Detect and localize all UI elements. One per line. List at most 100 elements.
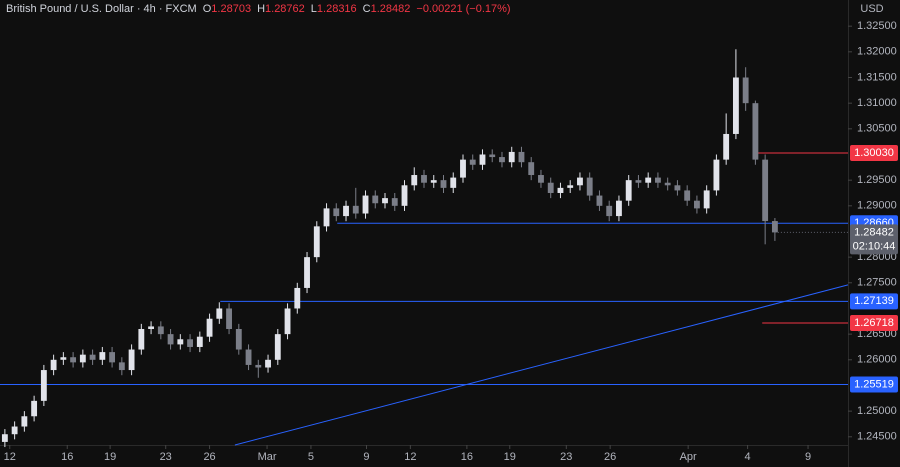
candle-body — [196, 336, 203, 347]
candle-body — [703, 190, 710, 209]
x-tick-label: 5 — [308, 451, 314, 463]
candle-body — [693, 200, 700, 209]
x-tick-label: 9 — [363, 451, 369, 463]
candle-body — [265, 359, 271, 368]
candle-body — [655, 177, 661, 183]
candle-body — [596, 195, 603, 206]
x-tick-label: 12 — [404, 451, 416, 463]
candle-body — [40, 370, 47, 401]
candle-body — [157, 326, 164, 335]
level-badge-label: 1.27139 — [854, 295, 894, 307]
y-tick-label: 1.26000 — [857, 354, 897, 366]
candle-body — [235, 329, 242, 350]
y-tick-label: 1.29000 — [857, 200, 897, 212]
x-tick-label: 16 — [61, 451, 73, 463]
y-tick-label: 1.32500 — [857, 20, 897, 32]
candle-body — [469, 159, 476, 165]
level-badge — [850, 144, 898, 161]
candle-body — [762, 159, 769, 222]
candle-body — [294, 287, 301, 309]
candle-body — [538, 175, 544, 183]
x-tick-label: 12 — [4, 451, 16, 463]
x-tick-label: 19 — [104, 451, 116, 463]
candle-body — [245, 349, 252, 365]
candle-body — [1, 434, 8, 442]
candle-body — [625, 180, 632, 201]
level-badge-label: 1.30030 — [854, 147, 894, 159]
candle-body — [216, 308, 223, 319]
y-tick-label: 1.24500 — [857, 431, 897, 443]
candle-body — [79, 354, 86, 363]
candle-body — [118, 362, 125, 371]
candle-body — [460, 159, 466, 178]
x-tick-label: 26 — [604, 451, 616, 463]
candle-body — [333, 208, 340, 217]
ohlc-value: 1.28762 — [265, 3, 305, 15]
y-tick-label: 1.31000 — [857, 97, 897, 109]
candle-body — [450, 177, 457, 188]
candle-body — [557, 187, 564, 193]
change: −0.00221 (−0.17%) — [416, 3, 510, 15]
candle-body — [430, 180, 437, 183]
candle-body — [713, 159, 720, 191]
candle-body — [187, 339, 193, 347]
y-tick-label: 1.32000 — [857, 46, 897, 58]
candle-body — [109, 352, 116, 363]
candle-body — [606, 205, 613, 217]
candle-body — [255, 364, 262, 368]
countdown: 02:10:44 — [853, 240, 896, 252]
candle-body — [323, 208, 330, 227]
candle-body — [771, 221, 778, 233]
candle-body — [489, 154, 496, 158]
y-tick-label: 1.31500 — [857, 71, 897, 83]
x-tick-label: 23 — [160, 451, 172, 463]
candle-body — [128, 349, 135, 371]
x-tick-label: 16 — [461, 451, 473, 463]
candle-body — [732, 77, 739, 134]
candle-body — [401, 185, 408, 206]
y-tick-label: 1.27500 — [857, 277, 897, 289]
x-tick-label: 9 — [805, 451, 811, 463]
level-badge-label: 1.25519 — [854, 378, 894, 390]
candle-body — [635, 180, 642, 183]
candle-body — [742, 77, 749, 104]
candle-body — [382, 198, 388, 204]
candle-body — [167, 334, 174, 345]
candle-body — [343, 205, 349, 217]
level-badge-label: 1.26718 — [854, 317, 894, 329]
candle-body — [674, 185, 681, 191]
candle-body — [99, 352, 106, 360]
ohlc-value: 1.28482 — [371, 3, 411, 15]
symbol: British Pound / U.S. Dollar · 4h · FXCM — [6, 3, 197, 15]
y-tick-label: 1.25000 — [857, 405, 897, 417]
x-tick-label: 19 — [504, 451, 516, 463]
candle-body — [31, 400, 38, 417]
currency[interactable]: USD — [860, 3, 883, 15]
price-badge-label: 1.28482 — [854, 226, 894, 238]
level-badge — [850, 293, 898, 310]
candle-body — [528, 162, 535, 176]
currency-button[interactable] — [852, 0, 892, 18]
candle-body — [372, 195, 379, 204]
ohlc-value: 1.28703 — [211, 3, 251, 15]
level-badge — [850, 314, 898, 331]
candle-body — [664, 182, 671, 186]
y-tick-label: 1.30500 — [857, 123, 897, 135]
x-tick-label: 26 — [203, 451, 215, 463]
candle-body — [518, 151, 525, 163]
x-tick-label: Mar — [258, 451, 277, 463]
header: British Pound / U.S. Dollar · 4h · FXCM O… — [6, 3, 511, 15]
candle-body — [684, 190, 691, 201]
y-tick-label: 1.26500 — [857, 328, 897, 340]
ohlc-letter: C — [363, 3, 371, 15]
level-badge — [850, 376, 898, 393]
candle-body — [352, 205, 359, 214]
candle-body — [313, 226, 320, 258]
trendline — [234, 284, 849, 446]
y-tick-label: 1.29500 — [857, 174, 897, 186]
candle-body — [645, 177, 652, 183]
candle-body — [577, 177, 583, 186]
candle-body — [148, 326, 155, 330]
candle-body — [391, 198, 398, 206]
